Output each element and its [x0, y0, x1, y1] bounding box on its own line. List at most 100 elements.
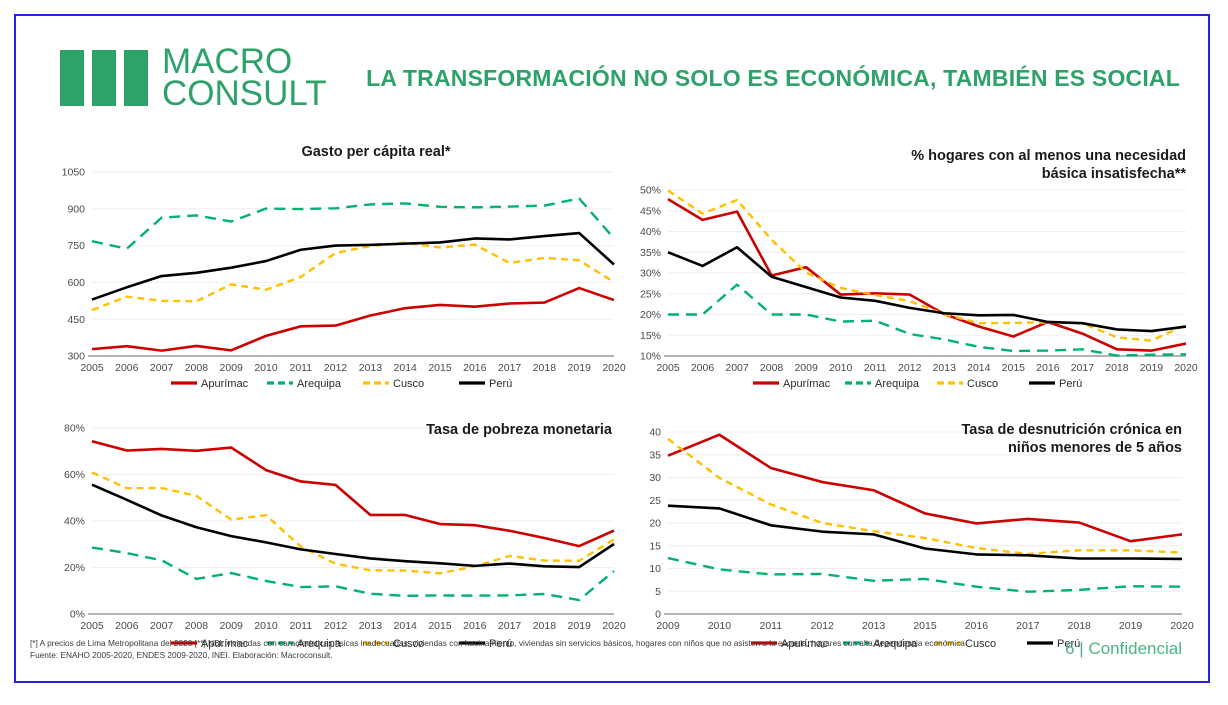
series-line-apurímac	[91, 286, 615, 352]
y-tick-label: 15	[649, 540, 661, 552]
y-tick-label: 10%	[640, 351, 661, 363]
series-line-perú	[91, 231, 615, 301]
page-title: LA TRANSFORMACIÓN NO SOLO ES ECONÓMICA, …	[366, 65, 1180, 91]
x-tick-label: 2017	[498, 620, 522, 632]
y-tick-label: 25%	[640, 288, 661, 300]
x-tick-label: 2009	[656, 620, 680, 632]
legend-label-perú: Perú	[1057, 638, 1080, 650]
x-tick-label: 2019	[1140, 362, 1164, 374]
logo-bars-icon	[60, 50, 148, 106]
x-tick-label: 2007	[150, 620, 174, 632]
macroconsult-logo: MACRO CONSULT	[60, 44, 327, 111]
x-tick-label: 2014	[394, 362, 418, 374]
footnote-definitions: [*] A precios de Lima Metropolitana del …	[30, 637, 965, 648]
legend-label-cusco: Cusco	[967, 378, 998, 390]
y-tick-label: 50%	[640, 185, 661, 197]
x-tick-label: 2016	[463, 362, 487, 374]
x-tick-label: 2011	[290, 362, 313, 374]
x-tick-label: 2014	[394, 620, 418, 632]
chart-panel-gasto: 300 450 600 750 900 1050 2005 2006 2007 2008 2009 2…	[46, 138, 626, 394]
chart-legend: Apurímac Arequipa Cusco Perú	[171, 378, 512, 390]
x-tick-label: 2014	[967, 362, 991, 374]
x-tick-label: 2016	[965, 620, 989, 632]
series-line-apurímac	[667, 433, 1183, 543]
y-tick-label: 20	[649, 518, 661, 530]
gridlines	[668, 431, 1182, 615]
x-tick-label: 2010	[254, 620, 278, 632]
y-tick-label: 450	[67, 314, 85, 326]
x-tick-label: 2012	[324, 362, 348, 374]
chart-panel-desnutricion: 0 5 10 15 20 25 30 35 40 2009 2010 2011 2012 2013 2015…	[626, 398, 1198, 654]
y-tick-label: 10	[649, 563, 661, 575]
chart-panel-nbi: 10% 15% 20% 25% 30% 35% 40% 45% 50% 2005 2006 2007 2…	[626, 138, 1198, 394]
chart-desnutricion: 0 5 10 15 20 25 30 35 40 2009 2010 2011 2012 2013 2015…	[649, 422, 1194, 650]
x-tick-label: 2015	[913, 620, 937, 632]
chart-title-line: Tasa de pobreza monetaria	[426, 422, 613, 438]
x-tick-label: 2015	[428, 362, 452, 374]
x-tick-label: 2012	[324, 620, 348, 632]
y-tick-label: 15%	[640, 330, 661, 342]
footnote-source: Fuente: ENAHO 2005-2020, ENDES 2009-2020…	[30, 649, 333, 660]
series-line-arequipa	[667, 556, 1183, 593]
y-tick-label: 600	[67, 277, 85, 289]
x-tick-label: 2008	[185, 362, 209, 374]
y-tick-label: 80%	[64, 423, 85, 435]
series-line-cusco	[91, 241, 615, 312]
x-tick-label: 2007	[725, 362, 749, 374]
series-line-perú	[667, 504, 1183, 561]
y-tick-label: 20%	[64, 562, 85, 574]
series-line-arequipa	[91, 546, 615, 602]
y-axis-labels: 0% 20% 40% 60% 80%	[64, 423, 85, 621]
series-line-arequipa	[668, 283, 1187, 357]
gridlines	[92, 171, 614, 357]
legend-label-arequipa: Arequipa	[297, 378, 342, 390]
legend-label-apurímac: Apurímac	[201, 378, 249, 390]
y-tick-label: 900	[67, 203, 85, 215]
gridlines	[668, 189, 1186, 357]
legend-label-perú: Perú	[489, 378, 512, 390]
x-tick-label: 2017	[1071, 362, 1095, 374]
legend-label-perú: Perú	[1059, 378, 1082, 390]
series-line-cusco	[667, 437, 1183, 556]
x-tick-label: 2006	[115, 620, 139, 632]
y-axis-labels: 300 450 600 750 900 1050	[62, 167, 86, 363]
chart-title-line: Tasa de desnutrición crónica en	[961, 422, 1182, 438]
x-tick-label: 2010	[254, 362, 278, 374]
legend-label-arequipa: Arequipa	[873, 638, 918, 650]
x-tick-label: 2018	[533, 620, 557, 632]
chart-title-line: Gasto per cápita real*	[301, 144, 450, 160]
chart-nbi: 10%15%20%25%30%35%40%45%50%2005 2006 2007 2…	[640, 148, 1198, 390]
x-tick-label: 2011	[290, 620, 313, 632]
series-line-perú	[91, 483, 615, 569]
x-tick-label: 2013	[933, 362, 957, 374]
legend-label-cusco: Cusco	[965, 638, 996, 650]
y-axis-labels: 10% 15% 20% 25% 30% 35% 40% 45% 50%	[640, 185, 661, 363]
x-tick-label: 2011	[864, 362, 887, 374]
y-tick-label: 45%	[640, 205, 661, 217]
x-tick-label: 2009	[220, 620, 244, 632]
x-tick-label: 2006	[115, 362, 139, 374]
chart-title: Tasa de pobreza monetaria	[426, 422, 613, 438]
x-axis-labels: 2009 2010 2011 2012 2013 2015 2016 2017 2018 2019…	[656, 620, 1194, 632]
gridlines	[92, 427, 614, 615]
x-tick-label: 2020	[1170, 620, 1194, 632]
x-axis-labels: 2005 2006 2007 2008 2009 2010 2011 2012 2013 2014…	[80, 362, 626, 374]
x-axis-labels: 2005 2006 2007 2008 2009 2010 2011 2012 2013 2014…	[656, 362, 1198, 374]
x-tick-label: 2005	[80, 362, 104, 374]
x-tick-label: 2020	[602, 362, 626, 374]
chart-panel-pobreza: 0% 20% 40% 60% 80% 2005 2006 2007 2008 2009 2010 20…	[46, 398, 626, 654]
slide-header: MACRO CONSULT LA TRANSFORMACIÓN NO SOLO …	[16, 16, 1208, 116]
x-tick-label: 2011	[760, 620, 783, 632]
legend-label-apurímac: Apurímac	[783, 378, 831, 390]
chart-title-line: básica insatisfecha**	[1042, 166, 1187, 182]
chart-title: Gasto per cápita real*	[301, 144, 450, 160]
legend-label-cusco: Cusco	[393, 638, 424, 650]
y-tick-label: 35	[649, 449, 661, 461]
chart-title: Tasa de desnutrición crónica en niños men…	[961, 422, 1182, 456]
series-line-apurímac	[91, 439, 615, 548]
y-tick-label: 40%	[640, 226, 661, 238]
x-tick-label: 2018	[1068, 620, 1092, 632]
x-tick-label: 2016	[463, 620, 487, 632]
x-tick-label: 2013	[359, 620, 383, 632]
x-tick-label: 2008	[185, 620, 209, 632]
